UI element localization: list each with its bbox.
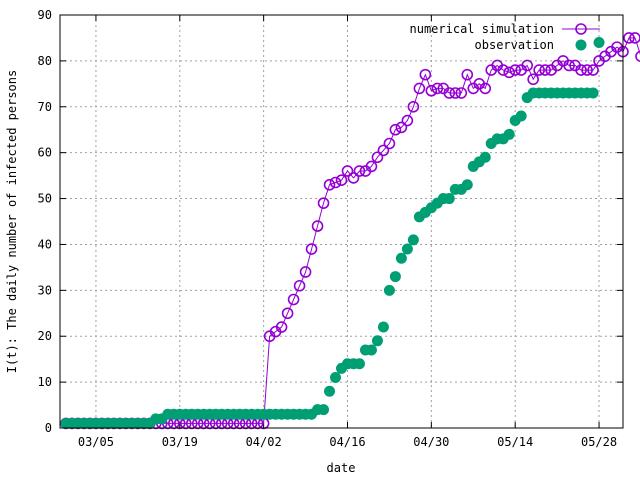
simulation-point [383,137,396,150]
simulation-point [299,266,312,278]
y-tick-label: 90 [38,8,52,22]
y-tick-label: 80 [38,54,52,68]
observation-point [389,271,401,283]
x-tick-label: 05/14 [497,435,533,449]
simulation-point [509,64,521,76]
simulation-point [305,243,318,255]
observation-point [330,372,342,384]
legend-marker-simulation [575,23,587,35]
simulation-point [365,160,378,173]
simulation-point [563,59,575,72]
observation-point [593,37,605,49]
x-tick-label: 05/28 [581,435,617,449]
simulation-point [407,100,420,113]
simulation-point [341,165,354,177]
simulation-point [413,82,426,95]
legend-label-observation: observation [475,38,554,52]
y-tick-label: 10 [38,375,52,389]
simulation-point [401,114,414,127]
simulation-point [449,87,462,99]
simulation-point [347,172,360,184]
observation-point [515,110,527,122]
x-tick-label: 04/16 [329,435,365,449]
observation-point [318,404,330,416]
simulation-point [521,59,533,72]
simulation-point [455,87,468,99]
simulation-point [419,68,432,81]
x-axis-label: date [327,461,356,475]
simulation-point [479,82,492,95]
simulation-point [503,66,516,79]
simulation-point [635,50,640,63]
y-tick-label: 70 [38,100,52,114]
observation-point [371,335,383,347]
observation-point [479,151,491,163]
simulation-point [623,32,635,44]
y-tick-label: 0 [45,421,52,435]
simulation-point [497,64,510,76]
observation-point [395,252,407,264]
simulation-point [293,279,306,292]
y-axis-label: I(t): The daily number of infected perso… [5,70,19,373]
x-tick-label: 04/30 [413,435,449,449]
simulation-point [587,64,599,76]
observation-point [383,284,395,296]
simulation-point [323,178,336,191]
observation-point [353,358,365,370]
x-tick-label: 03/19 [162,435,198,449]
simulation-point [581,64,593,76]
plot-frame [59,14,624,429]
simulation-point [533,64,545,76]
simulation-point [425,84,438,97]
observation-point [503,128,515,140]
observation-point [407,234,419,246]
observation-point [401,243,413,255]
simulation-point [371,151,384,164]
simulation-point [353,165,366,177]
legend-marker-observation [575,39,587,51]
simulation-point [311,220,324,232]
legend: numerical simulation observation [410,22,600,52]
y-tick-label: 60 [38,146,52,160]
observation-point [324,385,336,397]
x-axis-ticks: 03/05 03/19 04/02 04/16 04/30 05/14 05/28 [78,15,617,449]
observation-point [587,87,599,99]
simulation-point [389,123,402,136]
simulation-point [275,321,288,333]
simulation-point [317,197,330,209]
y-axis-ticks: 0 10 20 30 40 50 60 70 80 90 [38,8,623,435]
y-tick-label: 50 [38,192,52,206]
simulation-point [395,121,408,134]
y-tick-label: 40 [38,237,52,251]
simulation-point [461,68,474,81]
simulation-point [575,64,587,76]
observation-point [443,193,455,205]
simulation-point [329,176,342,189]
plot-series [60,32,640,430]
simulation-point [377,144,390,157]
legend-label-simulation: numerical simulation [410,22,555,36]
observation-point [377,321,389,333]
y-tick-label: 30 [38,283,52,297]
simulation-point [527,73,539,86]
simulation-point [287,293,300,306]
observation-point [365,344,377,356]
simulation-point [281,307,294,320]
simulation-point [539,64,551,76]
simulation-point [443,87,456,99]
x-tick-label: 04/02 [246,435,282,449]
x-tick-label: 03/05 [78,435,114,449]
observation-point [461,179,473,191]
y-tick-label: 20 [38,329,52,343]
simulation-point [431,82,444,95]
simulation-point [335,174,348,186]
observation-series [60,37,605,429]
